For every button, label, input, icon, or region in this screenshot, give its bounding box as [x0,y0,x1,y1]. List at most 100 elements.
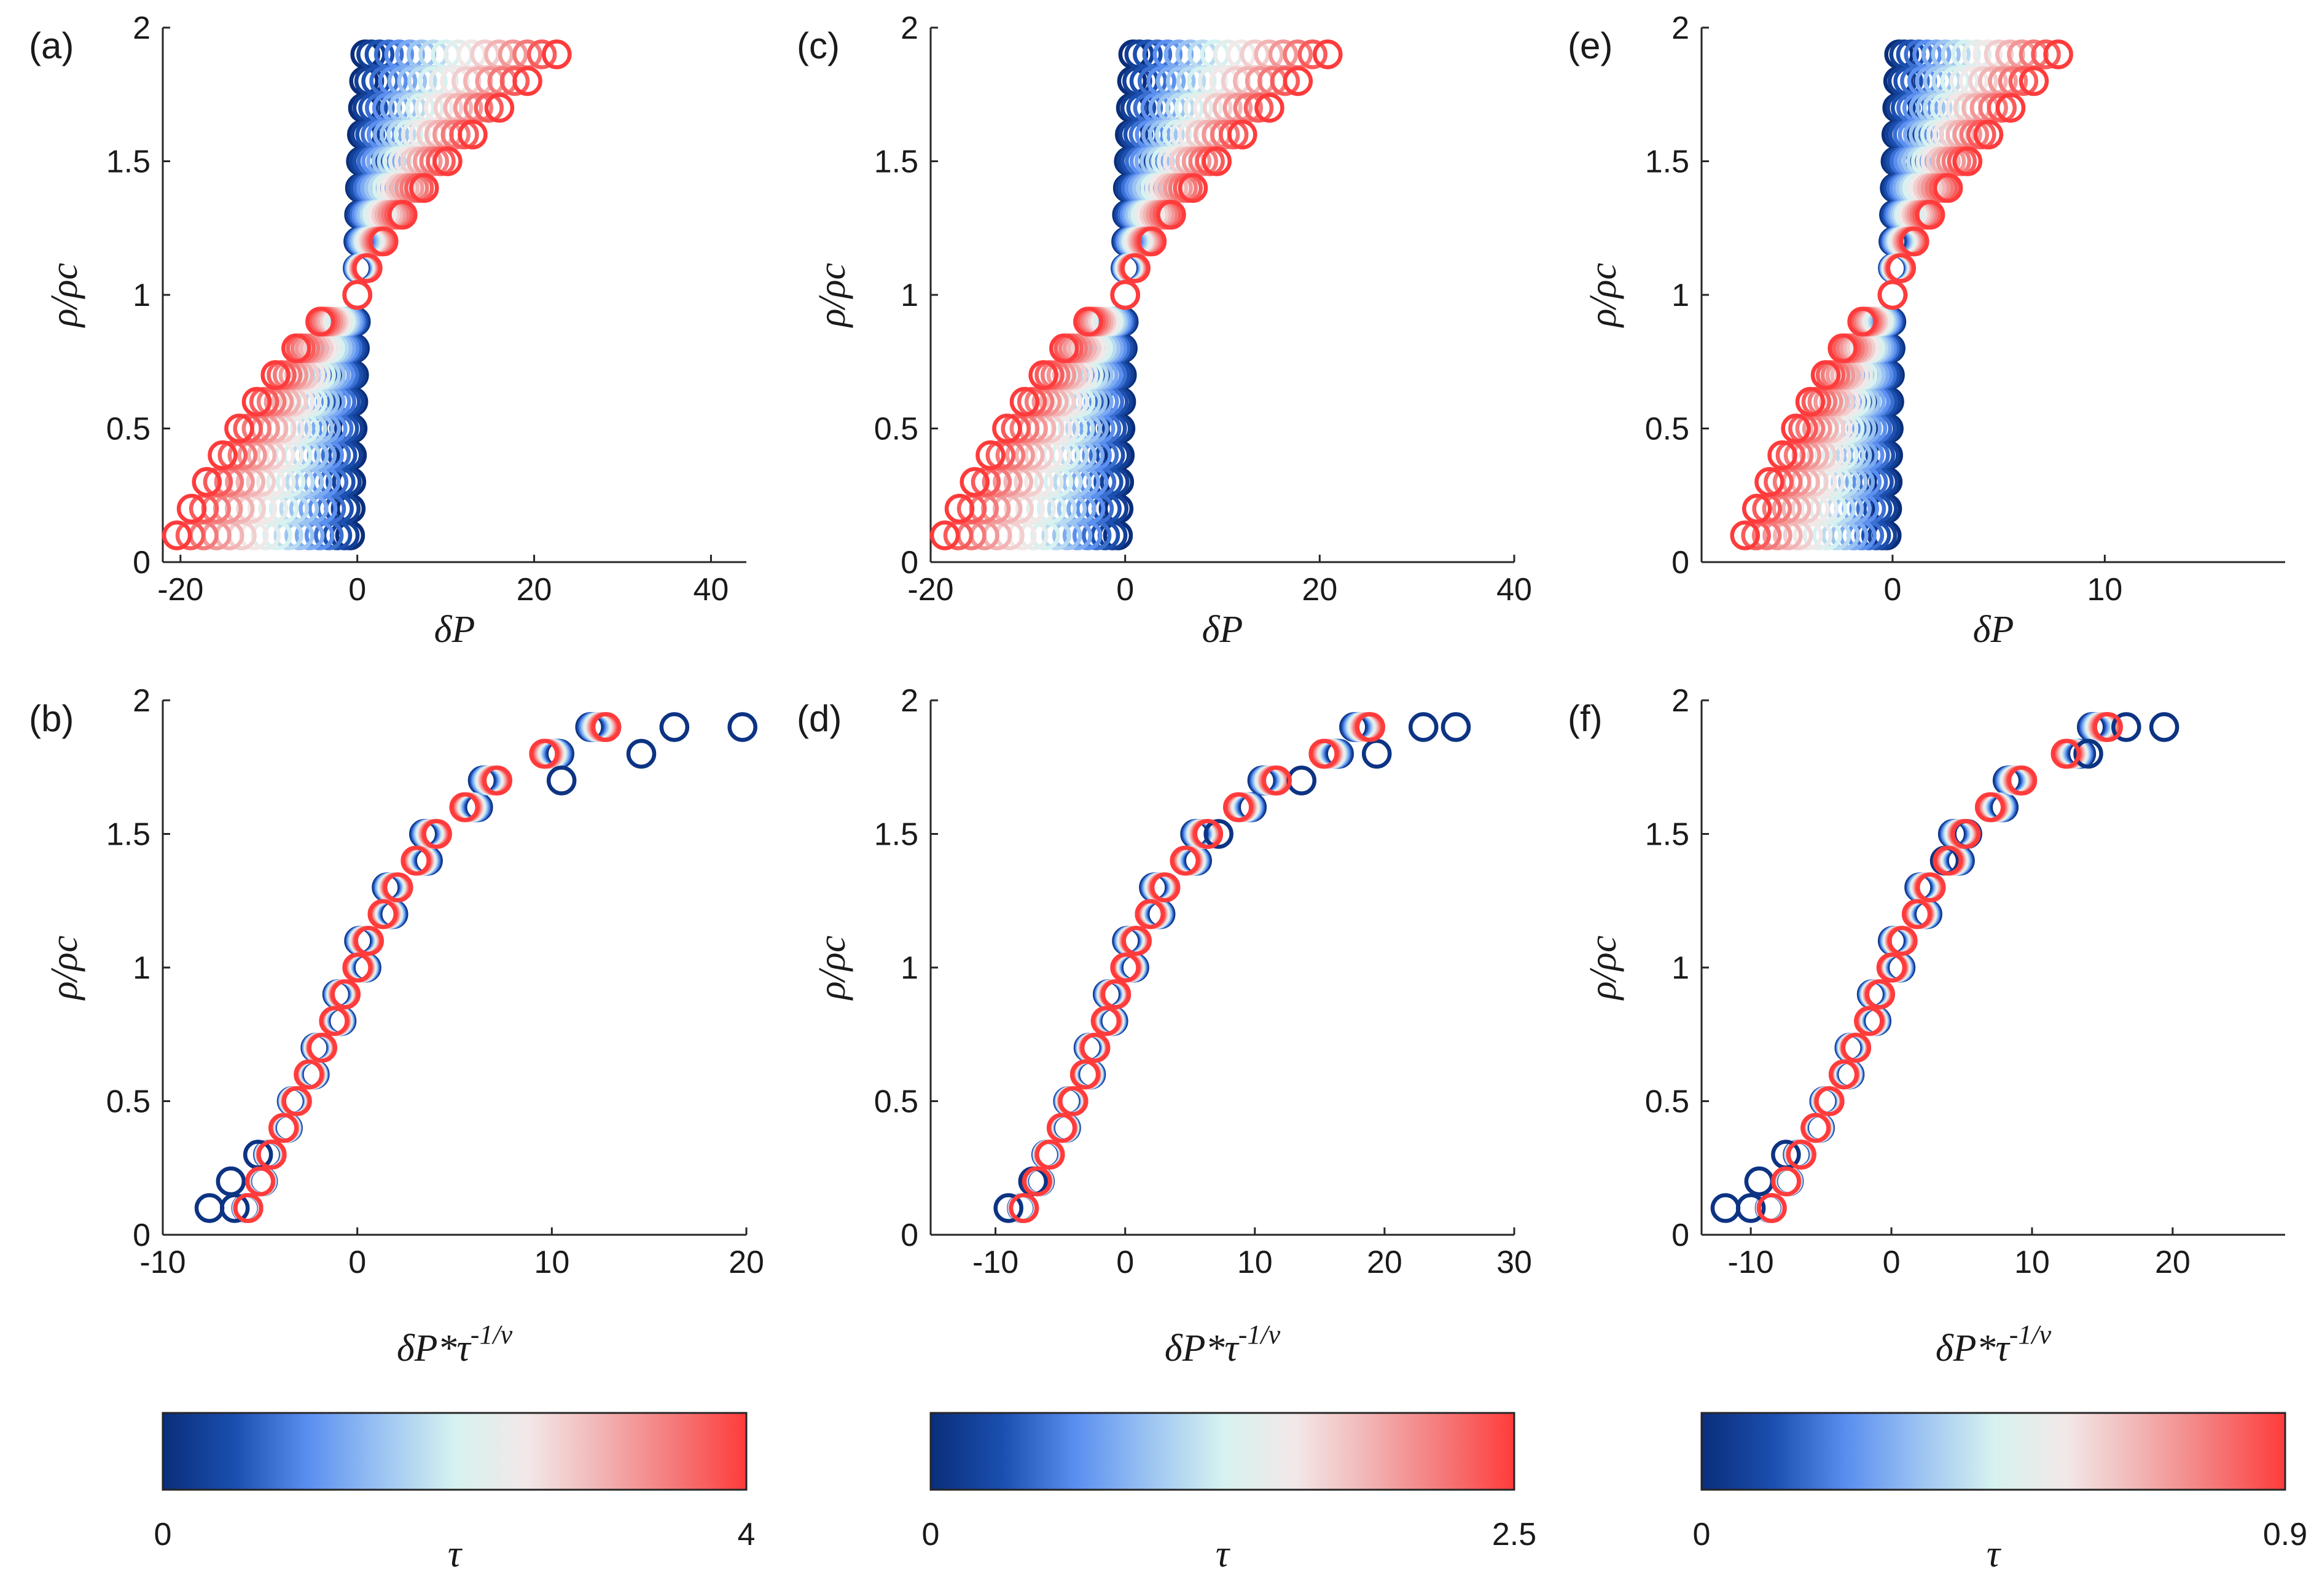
data-point [342,280,372,310]
collapsed-point [1771,1166,1801,1197]
y-tick-label: 2 [133,683,150,719]
x-tick-label: -10 [1728,1245,1774,1280]
markers [194,712,757,1223]
data-point [217,440,248,471]
data-point [1028,360,1058,390]
collapsed-point [591,712,622,742]
collapsed-point [1865,979,1895,1009]
data-point [1313,39,1343,69]
y-tick-label: 0.5 [106,1084,150,1120]
collapsed-point [1854,1006,1884,1036]
data-point [192,467,222,497]
collapsed-point [330,979,361,1009]
y-tick-label: 1 [133,278,150,313]
data-point [1899,226,1929,257]
collapsed-point [342,952,372,983]
y-tick-label: 0.5 [874,412,918,447]
x-axis-label: δP*τ-1/ν [1165,1320,1281,1369]
collapsed-point [1915,872,1946,902]
colorbars-layer: 0 4 τ 0 2.5 τ 0 0.9 τ [154,1412,2307,1575]
x-tick-label: 20 [1302,572,1337,608]
outlier-point [1286,765,1317,796]
data-point [1136,226,1167,257]
y-tick-label: 2 [901,683,918,719]
outlier-point [194,1193,225,1223]
data-point [260,360,291,390]
collapsed-point [319,1006,349,1036]
collapsed-point [1110,952,1140,983]
y-tick-label: 2 [1671,683,1689,719]
collapsed-point [294,1059,324,1090]
colorbar-label: τ [1987,1533,2002,1575]
x-tick-label: 0 [1116,572,1134,608]
colorbar-min-label: 0 [1693,1517,1711,1552]
collapsed-point [307,1033,337,1063]
y-tick-label: 0 [901,545,918,581]
x-axis-label: δP [1202,609,1243,651]
data-point [1767,440,1797,471]
data-point [1828,333,1858,364]
collapsed-point [1876,952,1907,983]
collapsed-point [1034,1140,1065,1170]
collapsed-point [1951,819,1981,849]
collapsed-point [1308,738,1339,769]
collapsed-point [1786,1140,1816,1170]
data-point [463,93,494,123]
colorbar-min-label: 0 [154,1517,172,1552]
colorbar-c: 0 2.5 τ [922,1412,1536,1575]
x-tick-label: 0 [1883,572,1901,608]
data-point [1243,93,1274,123]
collapsed-point [422,819,452,849]
y-tick-label: 1.5 [106,817,150,853]
colorbar-max-label: 4 [738,1517,756,1552]
data-point [2043,39,2073,69]
data-point [224,413,254,444]
data-point [1017,386,1047,417]
data-point [1915,200,1945,230]
y-tick-label: 2 [133,10,150,46]
data-point [1001,413,1031,444]
collapsed-point [1223,792,1253,823]
outlier-point [2073,738,2103,769]
x-tick-label: 40 [1496,572,1532,608]
collapsed-point [2007,765,2038,796]
data-point [1973,119,2004,150]
y-tick-label: 0 [901,1218,918,1253]
y-axis-label: ρ/ρc [1582,936,1624,1001]
data-point [944,493,975,524]
data-point [1110,280,1140,310]
x-tick-label: -20 [157,572,203,608]
collapsed-point [1262,765,1292,796]
data-point [1995,93,2026,123]
x-tick-label: 20 [2155,1245,2191,1280]
data-point [176,493,207,524]
x-tick-label: -10 [139,1245,186,1280]
markers [1730,39,2073,550]
panel-label: (b) [29,698,74,739]
data-point [1254,93,1284,123]
data-point [249,386,280,417]
y-tick-label: 0 [133,1218,150,1253]
colorbar-e: 0 0.9 τ [1693,1412,2307,1575]
y-tick-label: 0.5 [106,412,150,447]
panel-label: (f) [1568,698,1603,739]
collapsed-point [1101,979,1132,1009]
data-point [1202,146,1232,176]
panel-label: (c) [797,25,840,66]
data-point [1730,520,1760,550]
collapsed-point [1170,845,1200,876]
data-point [960,467,990,497]
collapsed-point [449,792,480,823]
y-tick-label: 0.5 [874,1084,918,1120]
collapsed-point [1135,899,1165,929]
x-tick-label: 10 [2087,572,2122,608]
x-tick-label: 20 [517,572,552,608]
data-point [1754,467,1784,497]
collapsed-point [1046,1113,1077,1143]
collapsed-point [1933,845,1963,876]
data-point [1795,386,1826,417]
